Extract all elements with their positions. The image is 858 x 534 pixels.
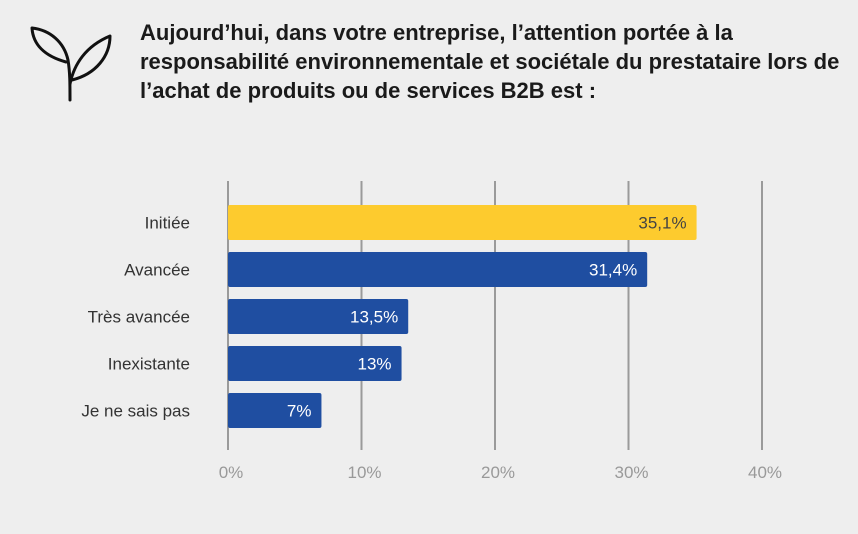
value-label: 13,5% bbox=[350, 308, 398, 327]
bar bbox=[228, 393, 322, 428]
value-label: 31,4% bbox=[589, 261, 637, 280]
x-tick-label: 40% bbox=[748, 463, 782, 482]
category-label: Avancée bbox=[124, 261, 190, 280]
x-tick-label: 0% bbox=[219, 463, 244, 482]
x-tick-label: 10% bbox=[347, 463, 381, 482]
bar bbox=[228, 252, 648, 287]
value-labels: 35,1% 31,4% 13,5% 13% 7% bbox=[287, 214, 687, 421]
value-label: 13% bbox=[358, 355, 392, 374]
category-labels: Initiée Avancée Très avancée Inexistante Je … bbox=[81, 214, 190, 421]
category-label: Très avancée bbox=[88, 308, 190, 327]
category-label: Je ne sais pas bbox=[81, 402, 190, 421]
value-label: 7% bbox=[287, 402, 312, 421]
bar bbox=[228, 299, 409, 334]
plant-sprout-icon bbox=[30, 26, 112, 102]
x-tick-labels: 0% 10% 20% 30% 40% bbox=[219, 463, 782, 482]
x-tick-label: 30% bbox=[614, 463, 648, 482]
value-label: 35,1% bbox=[638, 214, 686, 233]
bar bbox=[228, 346, 402, 381]
category-label: Initiée bbox=[145, 214, 190, 233]
bars bbox=[228, 205, 697, 428]
x-tick-label: 20% bbox=[481, 463, 515, 482]
category-label: Inexistante bbox=[108, 355, 190, 374]
bar bbox=[228, 205, 697, 240]
chart-title: Aujourd’hui, dans votre entreprise, l’at… bbox=[140, 20, 840, 103]
